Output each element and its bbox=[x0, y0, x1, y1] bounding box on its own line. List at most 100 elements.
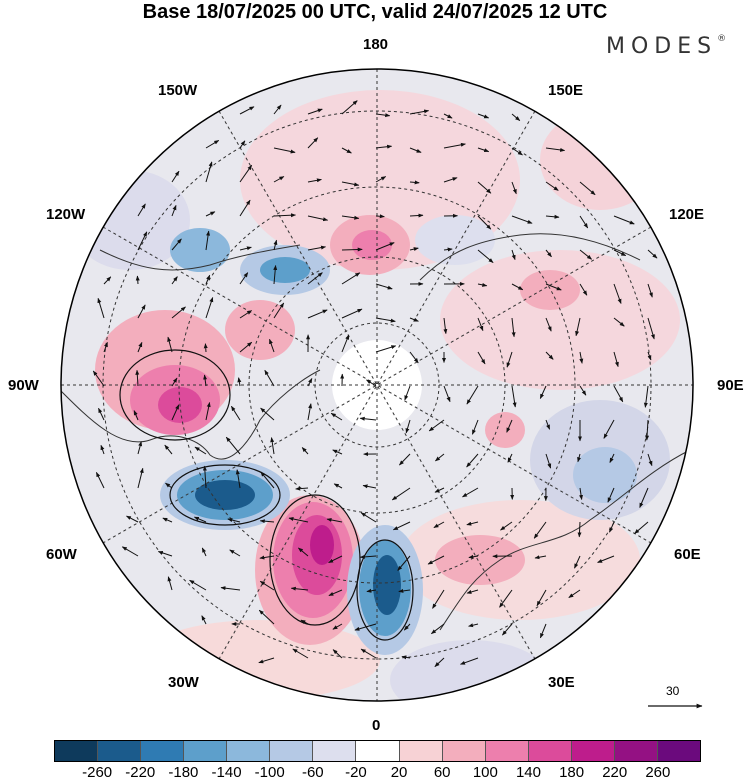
wind-vector bbox=[468, 554, 479, 559]
wind-vector bbox=[613, 249, 627, 257]
wind-vector bbox=[427, 555, 445, 565]
wind-vector bbox=[220, 586, 241, 591]
wind-vector bbox=[477, 215, 492, 230]
wind-vector bbox=[205, 297, 214, 319]
wind-vector bbox=[270, 437, 275, 455]
wind-vector bbox=[647, 351, 652, 361]
wind-vector bbox=[579, 283, 588, 296]
colorbar bbox=[54, 740, 701, 762]
coastline bbox=[439, 449, 691, 631]
colorbar-ticks: -260 -220 -180 -140 -100 -60 -20 20 60 100 140 180 2… bbox=[54, 764, 701, 783]
colorbar-tick-label: -260 bbox=[82, 764, 113, 781]
wind-vector bbox=[443, 177, 458, 183]
wind-vector bbox=[229, 549, 241, 557]
wind-vector bbox=[613, 283, 622, 304]
wind-vector bbox=[579, 385, 587, 396]
wind-vector bbox=[341, 147, 352, 154]
wind-vector bbox=[137, 341, 143, 353]
wind-vector bbox=[239, 272, 249, 285]
wind-vector bbox=[404, 385, 411, 401]
wind-vector bbox=[545, 147, 566, 152]
colorbar-swatch bbox=[227, 741, 271, 761]
wind-vector bbox=[239, 164, 253, 183]
lon-label-bottom: 0 bbox=[372, 717, 381, 734]
anomaly-area bbox=[170, 228, 230, 272]
lon-label-30e: 30E bbox=[548, 674, 575, 691]
anomaly-area bbox=[415, 215, 495, 265]
wind-vector bbox=[202, 465, 207, 489]
wind-vector bbox=[292, 648, 309, 659]
wind-vector bbox=[341, 215, 360, 220]
wind-vector bbox=[405, 419, 411, 434]
wind-vector bbox=[579, 351, 584, 364]
wind-vector bbox=[409, 109, 430, 115]
wind-vector bbox=[205, 230, 211, 251]
colorbar-tick-label: -180 bbox=[168, 764, 199, 781]
wind-vector bbox=[647, 453, 653, 467]
colorbar-swatch bbox=[141, 741, 185, 761]
wind-vector bbox=[545, 214, 560, 219]
wind-vector bbox=[597, 555, 615, 563]
wind-vector bbox=[167, 336, 173, 353]
wind-vector bbox=[360, 648, 377, 659]
wind-vector bbox=[511, 113, 521, 121]
wind-vector bbox=[609, 521, 615, 533]
colorbar-tick-label: -140 bbox=[211, 764, 242, 781]
coastline bbox=[99, 244, 301, 271]
wind-vector bbox=[577, 453, 582, 463]
wind-vector bbox=[366, 379, 377, 387]
wind-vector bbox=[300, 619, 309, 625]
wind-vector bbox=[375, 317, 396, 323]
colorbar-swatch bbox=[399, 741, 443, 761]
wind-vector bbox=[307, 272, 323, 285]
wind-vector bbox=[103, 276, 112, 285]
wind-vector bbox=[613, 215, 635, 225]
wind-vector bbox=[477, 351, 486, 365]
colorbar-tick-label: -20 bbox=[345, 764, 367, 781]
wind-vector bbox=[462, 487, 479, 498]
wind-vector bbox=[203, 343, 208, 353]
wind-vector bbox=[133, 410, 139, 421]
wind-vector bbox=[307, 403, 313, 421]
wind-vector bbox=[258, 609, 275, 625]
colorbar-tick-label: -220 bbox=[125, 764, 156, 781]
wind-vector bbox=[434, 657, 445, 667]
wind-vector bbox=[579, 181, 596, 196]
wind-vector bbox=[477, 181, 492, 194]
wind-vector bbox=[359, 416, 377, 421]
colorbar-tick-label: 60 bbox=[433, 764, 451, 781]
wind-vector bbox=[432, 589, 445, 609]
wind-vector bbox=[545, 453, 552, 469]
reference-vector bbox=[648, 703, 703, 709]
anomaly-area bbox=[225, 300, 295, 360]
wind-vector bbox=[162, 517, 173, 523]
wind-vector bbox=[225, 436, 241, 455]
colorbar-tick-label: 20 bbox=[390, 764, 408, 781]
wind-vector bbox=[137, 467, 144, 489]
wind-vector bbox=[613, 317, 625, 327]
wind-vector bbox=[203, 374, 208, 387]
wind-vector bbox=[341, 272, 361, 285]
lon-label-120e: 120E bbox=[669, 206, 705, 223]
colorbar-tick-label: 220 bbox=[602, 764, 628, 781]
wind-vector bbox=[273, 239, 278, 251]
wind-vector bbox=[157, 551, 173, 557]
wind-vector bbox=[193, 516, 207, 523]
colorbar-swatch bbox=[55, 741, 99, 761]
wind-vector bbox=[239, 310, 253, 319]
wind-vector bbox=[239, 246, 252, 251]
wind-vector bbox=[307, 215, 329, 222]
lon-label-150w: 150W bbox=[158, 82, 198, 99]
wind-vector bbox=[511, 317, 516, 338]
wind-vector bbox=[264, 369, 275, 387]
wind-vector bbox=[260, 407, 275, 421]
pole-area bbox=[332, 340, 422, 430]
anomaly-area bbox=[440, 250, 680, 390]
wind-vector bbox=[273, 176, 285, 183]
wind-vector bbox=[428, 419, 445, 432]
wind-vector bbox=[135, 369, 140, 387]
wind-vector bbox=[500, 521, 513, 531]
wind-vector bbox=[647, 283, 653, 298]
wind-vector bbox=[205, 274, 211, 285]
